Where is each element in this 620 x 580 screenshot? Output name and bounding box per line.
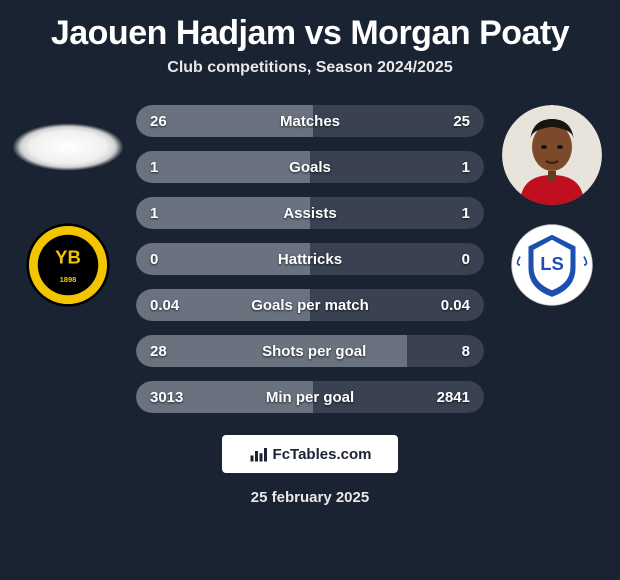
stat-row: 28 Shots per goal 8 <box>136 335 484 367</box>
stat-row: 1 Goals 1 <box>136 151 484 183</box>
stat-value-left: 26 <box>150 113 167 130</box>
young-boys-crest-icon: YB 1898 <box>26 223 110 307</box>
stat-label: Hattricks <box>278 251 342 268</box>
stat-value-right: 1 <box>462 159 470 176</box>
branding-badge: FcTables.com <box>222 435 398 473</box>
branding-text: FcTables.com <box>273 446 372 463</box>
stat-bars: 26 Matches 25 1 Goals 1 1 Assists 1 0 Hattricks 0 0.… <box>128 105 492 413</box>
comparison-area: YB 1898 26 Matches 25 1 Goals 1 1 Assists 1 0 Hatt… <box>0 105 620 413</box>
stat-label: Goals <box>289 159 331 176</box>
stat-bar-left-fill <box>136 151 310 183</box>
stat-row: 0.04 Goals per match 0.04 <box>136 289 484 321</box>
stat-value-right: 8 <box>462 343 470 360</box>
player-right-column: LS <box>492 105 612 307</box>
svg-text:1898: 1898 <box>60 275 77 284</box>
player-right-avatar <box>502 105 602 205</box>
stat-label: Min per goal <box>266 389 354 406</box>
stat-bar-right-fill <box>310 151 484 183</box>
stat-label: Assists <box>283 205 336 222</box>
stat-label: Goals per match <box>251 297 369 314</box>
stat-value-left: 28 <box>150 343 167 360</box>
stat-row: 3013 Min per goal 2841 <box>136 381 484 413</box>
headline: Jaouen Hadjam vs Morgan Poaty <box>0 0 620 59</box>
club-badge-young-boys: YB 1898 <box>26 223 110 307</box>
stat-value-left: 3013 <box>150 389 183 406</box>
player-right-portrait-icon <box>502 105 602 205</box>
stat-bar-right-fill <box>407 335 484 367</box>
stat-value-right: 1 <box>462 205 470 222</box>
stat-value-right: 0 <box>462 251 470 268</box>
player-left-column: YB 1898 <box>8 105 128 307</box>
stat-row: 1 Assists 1 <box>136 197 484 229</box>
stat-value-left: 0.04 <box>150 297 179 314</box>
svg-text:LS: LS <box>540 253 564 274</box>
subtitle: Club competitions, Season 2024/2025 <box>0 59 620 77</box>
infographic-container: Jaouen Hadjam vs Morgan Poaty Club compe… <box>0 0 620 580</box>
stat-value-right: 0.04 <box>441 297 470 314</box>
club-badge-lausanne: LS <box>510 223 594 307</box>
stat-value-left: 1 <box>150 159 158 176</box>
bar-chart-icon <box>249 445 267 463</box>
lausanne-crest-icon: LS <box>510 223 594 307</box>
player-left-avatar-placeholder <box>12 123 124 171</box>
svg-text:YB: YB <box>55 246 81 267</box>
stat-row: 0 Hattricks 0 <box>136 243 484 275</box>
stat-row: 26 Matches 25 <box>136 105 484 137</box>
stat-label: Matches <box>280 113 340 130</box>
stat-value-left: 0 <box>150 251 158 268</box>
stat-label: Shots per goal <box>262 343 366 360</box>
footer-date: 25 february 2025 <box>0 489 620 506</box>
stat-value-right: 25 <box>453 113 470 130</box>
stat-value-right: 2841 <box>437 389 470 406</box>
stat-value-left: 1 <box>150 205 158 222</box>
